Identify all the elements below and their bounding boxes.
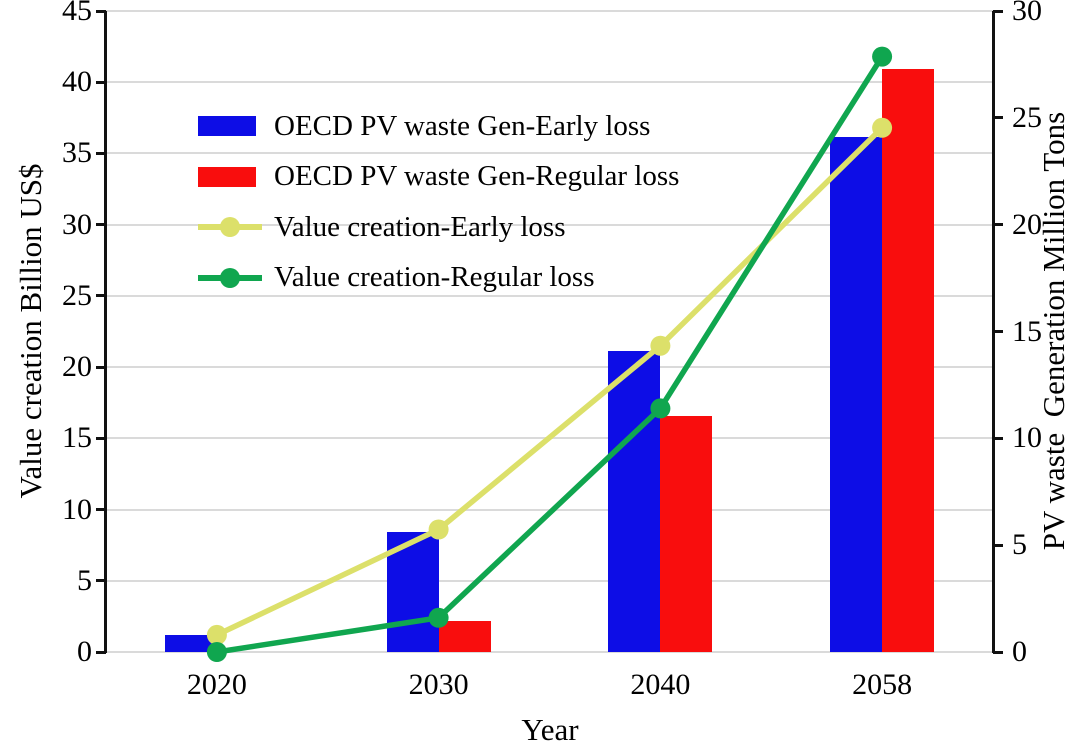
y-right-tick-label: 15 xyxy=(1012,314,1042,348)
x-tick-label: 2020 xyxy=(186,668,247,701)
y-right-tick xyxy=(993,543,1003,547)
y-left-tick xyxy=(96,650,106,654)
y-right-tick xyxy=(993,330,1003,333)
legend-bar-swatch xyxy=(198,116,256,136)
y-left-tick-label: 40 xyxy=(62,65,92,99)
y-right-tick xyxy=(993,9,1003,13)
y-axis-left-line xyxy=(104,11,107,653)
bar-2030-early-loss xyxy=(386,532,439,652)
legend-item: Value creation-Early loss xyxy=(198,207,566,247)
marker-2058-regular xyxy=(872,46,893,67)
legend-item: Value creation-Regular loss xyxy=(198,258,595,298)
y-left-tick xyxy=(96,508,106,512)
y-left-tick-label: 35 xyxy=(62,136,92,170)
legend-line-swatch xyxy=(198,216,262,238)
legend-item: OECD PV waste Gen-Early loss xyxy=(198,106,650,146)
x-tick-label: 2058 xyxy=(852,668,913,701)
y-right-tick-label: 25 xyxy=(1012,100,1042,134)
legend-line-swatch xyxy=(198,267,262,289)
y-left-tick-label: 30 xyxy=(62,207,92,241)
gridline xyxy=(106,10,993,12)
gridline xyxy=(106,81,993,84)
y-right-tick-label: 10 xyxy=(1012,421,1042,455)
y-left-tick-label: 0 xyxy=(77,635,92,668)
y-right-tick-label: 30 xyxy=(1012,0,1042,27)
y-right-tick-label: 5 xyxy=(1012,528,1027,562)
line-value-creation-early xyxy=(215,125,885,638)
legend-item: OECD PV waste Gen-Regular loss xyxy=(198,157,679,197)
y-left-tick xyxy=(96,436,106,440)
legend-item-label: Value creation-Regular loss xyxy=(274,261,595,293)
y-axis-right-title: PV waste Generation Million Tons xyxy=(1036,111,1071,551)
y-left-tick xyxy=(96,80,106,84)
y-axis-left-title: Value creation Billion US$ xyxy=(13,163,48,499)
y-left-tick xyxy=(96,579,106,583)
y-left-tick-label: 10 xyxy=(62,492,92,526)
bar-2030-regular-loss xyxy=(438,621,491,652)
y-left-tick-label: 15 xyxy=(62,421,92,455)
legend-item-label: OECD PV waste Gen-Regular loss xyxy=(274,160,680,192)
bar-2040-early-loss xyxy=(608,350,661,652)
y-left-tick-label: 25 xyxy=(62,278,92,312)
y-right-tick-label: 0 xyxy=(1012,635,1027,668)
bar-2058-regular-loss xyxy=(882,68,935,652)
y-right-tick xyxy=(993,650,1003,654)
y-left-tick-label: 45 xyxy=(62,0,92,27)
y-right-tick xyxy=(993,436,1003,440)
x-tick-label: 2030 xyxy=(408,668,469,701)
x-axis-title: Year xyxy=(521,712,579,743)
y-right-tick xyxy=(993,223,1003,227)
legend-bar-swatch xyxy=(198,166,256,187)
bar-2058-early-loss xyxy=(830,137,883,652)
y-left-tick xyxy=(96,365,106,369)
y-right-tick xyxy=(993,116,1003,120)
legend-item-label: OECD PV waste Gen-Early loss xyxy=(274,109,651,142)
x-tick-label: 2040 xyxy=(630,668,691,701)
y-left-tick xyxy=(96,294,106,298)
legend-line-marker xyxy=(220,267,240,288)
y-left-tick xyxy=(96,223,106,227)
y-left-tick xyxy=(96,9,106,13)
legend-line-marker xyxy=(220,217,240,237)
bar-2020-early-loss xyxy=(164,634,217,652)
y-left-tick-label: 20 xyxy=(62,350,92,384)
legend-item-label: Value creation-Early loss xyxy=(274,210,566,243)
y-left-tick xyxy=(96,151,106,155)
y-left-tick-label: 5 xyxy=(77,563,92,597)
y-right-tick-label: 20 xyxy=(1012,207,1042,241)
bar-2040-regular-loss xyxy=(660,415,713,652)
